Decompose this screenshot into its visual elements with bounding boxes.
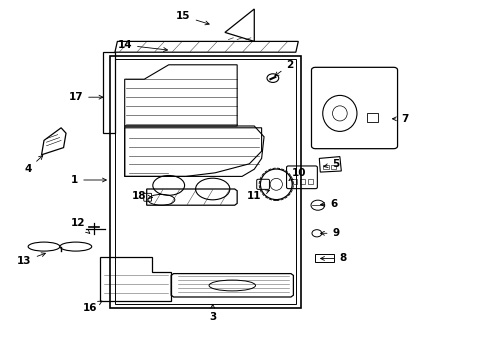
Bar [315,254,333,262]
Text: 8: 8 [320,253,346,264]
Text: 10: 10 [288,168,306,180]
Text: 13: 13 [17,253,45,266]
Bar [292,179,297,184]
Bar [330,165,336,169]
Text: 17: 17 [68,92,102,102]
Text: 4: 4 [24,156,42,174]
Text: 6: 6 [320,199,337,210]
Text: 16: 16 [83,301,102,313]
Bar [307,179,312,184]
Text: 1: 1 [71,175,106,185]
Text: 3: 3 [209,304,216,322]
Text: 5: 5 [323,159,339,169]
Text: 15: 15 [176,11,209,25]
Text: 11: 11 [246,190,269,201]
Text: 7: 7 [392,114,407,124]
Text: 14: 14 [117,40,167,51]
Bar [322,165,328,169]
Text: 9: 9 [320,228,339,238]
Bar [300,179,305,184]
Bar [366,113,377,122]
Text: 12: 12 [71,218,90,233]
Text: 18: 18 [132,191,152,201]
Text: 2: 2 [274,60,293,76]
